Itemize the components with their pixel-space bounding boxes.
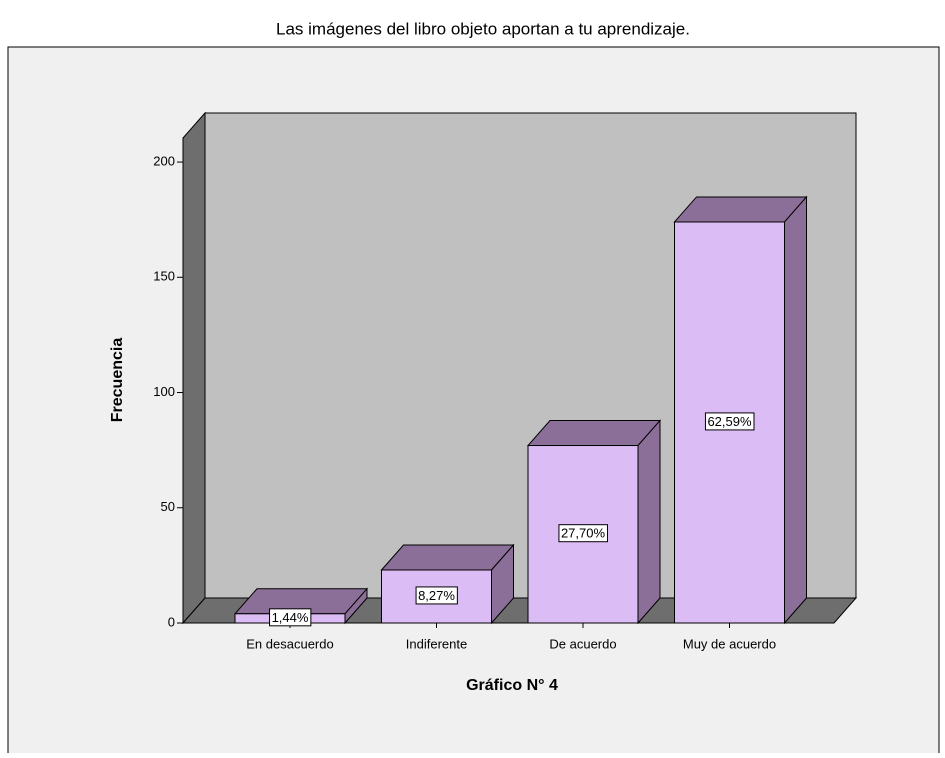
- bar-side: [637, 419, 661, 625]
- bar-top: [526, 420, 662, 447]
- value-label-box: [558, 524, 608, 543]
- value-label: 1,44%: [272, 610, 309, 625]
- value-label: 62,59%: [707, 414, 752, 429]
- value-label: 8,27%: [418, 588, 455, 603]
- chart-title: Las imágenes del libro objeto aportan a …: [276, 19, 690, 38]
- bar-top: [380, 544, 515, 571]
- bar-side: [784, 195, 807, 625]
- x-tick-label: En desacuerdo: [246, 636, 333, 651]
- side-wall: [182, 111, 206, 625]
- y-tick-label: 200: [153, 153, 175, 168]
- y-tick-label: 150: [153, 269, 175, 284]
- x-tick-label: Indiferente: [406, 636, 467, 651]
- x-tick-label: De acuerdo: [549, 636, 616, 651]
- bar: [673, 195, 808, 625]
- x-axis-title: Gráfico N° 4: [466, 677, 558, 694]
- y-axis-title: Frecuencia: [109, 338, 126, 423]
- y-tick-label: 100: [153, 384, 175, 399]
- y-tick-label: 50: [161, 499, 175, 514]
- value-label: 27,70%: [561, 526, 606, 541]
- y-tick-label: 0: [168, 614, 175, 629]
- x-tick-label: Muy de acuerdo: [683, 636, 776, 651]
- bar: [380, 543, 515, 625]
- bar-top: [673, 196, 808, 223]
- value-label-box: [269, 608, 312, 627]
- value-label-box: [415, 586, 458, 605]
- bar: [526, 419, 662, 625]
- value-label-box: [704, 412, 755, 431]
